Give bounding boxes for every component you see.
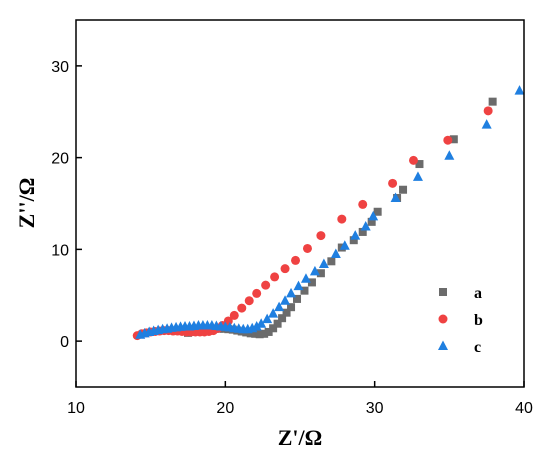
data-point-a [488, 97, 497, 106]
data-point-a [273, 319, 282, 328]
data-point-b [408, 155, 418, 165]
data-point-a [449, 135, 458, 144]
data-point-a [251, 329, 260, 338]
data-point-a [316, 269, 325, 278]
data-point-c [350, 230, 361, 240]
data-point-a [255, 330, 264, 339]
x-tick-label: 10 [67, 400, 85, 417]
data-point-a [327, 257, 336, 266]
legend: abc [438, 285, 483, 356]
data-point-a [358, 227, 367, 236]
x-tick-label: 20 [216, 400, 234, 417]
data-point-c [280, 295, 291, 305]
legend-marker-a [439, 288, 447, 296]
data-point-b [261, 280, 271, 290]
legend-marker-c [438, 340, 448, 350]
data-point-a [260, 329, 269, 338]
legend-label-a: a [474, 285, 482, 302]
data-point-a [399, 185, 408, 194]
data-point-c [368, 210, 379, 221]
data-point-a [287, 303, 296, 312]
data-point-a [300, 286, 309, 295]
data-point-a [373, 207, 382, 216]
data-point-c [268, 308, 279, 318]
data-point-c [318, 258, 329, 269]
data-point-b [483, 106, 493, 116]
data-point-b [244, 296, 254, 306]
data-point-a [307, 278, 316, 287]
y-tick-label: 10 [51, 242, 69, 259]
data-point-a [264, 327, 273, 336]
data-point-c [293, 280, 304, 291]
data-point-b [291, 255, 301, 265]
y-tick-label: 0 [60, 334, 69, 351]
y-axis-title: Z''/Ω [14, 178, 39, 229]
data-point-b [280, 264, 290, 274]
data-point-b [252, 288, 262, 298]
data-point-a [293, 294, 302, 303]
data-point-c [330, 248, 341, 258]
data-point-a [349, 236, 358, 245]
plot-frame [75, 19, 525, 388]
legend-label-b: b [474, 312, 483, 329]
data-point-c [481, 119, 492, 129]
data-point-b [388, 178, 398, 188]
y-tick-label: 20 [51, 151, 69, 168]
data-point-c [339, 240, 350, 250]
data-point-b [443, 135, 453, 145]
data-point-c [444, 150, 455, 160]
legend-marker-b [438, 314, 448, 324]
legend-label-c: c [474, 339, 481, 356]
x-tick-label: 30 [366, 400, 384, 417]
data-point-c [300, 273, 311, 283]
data-point-b [229, 310, 239, 320]
data-point-a [282, 308, 291, 317]
data-point-c [286, 287, 297, 298]
data-point-c [256, 318, 267, 328]
data-point-b [358, 199, 368, 209]
x-axis-title: Z'/Ω [278, 425, 323, 450]
data-point-c [262, 313, 273, 324]
data-point-c [274, 301, 285, 312]
axis-ticks: 10 20 30 40 0 10 20 30 [51, 59, 533, 417]
data-point-c [251, 320, 262, 331]
data-point-b [316, 231, 326, 241]
y-tick-label: 30 [51, 59, 69, 76]
data-point-c [390, 192, 401, 202]
data-point-b [337, 214, 347, 224]
data-point-a [415, 160, 424, 169]
data-point-b [302, 243, 312, 253]
data-point-a [367, 217, 376, 226]
data-point-a [246, 329, 255, 338]
data-point-c [412, 171, 423, 181]
data-point-a [269, 324, 278, 333]
data-point-c [360, 220, 371, 231]
data-point-c [514, 85, 525, 95]
data-point-b [237, 303, 247, 313]
data-point-c [309, 265, 320, 276]
chart-markers [132, 85, 525, 341]
x-tick-label: 40 [515, 400, 533, 417]
data-point-a [278, 314, 287, 323]
data-point-b [270, 272, 280, 282]
